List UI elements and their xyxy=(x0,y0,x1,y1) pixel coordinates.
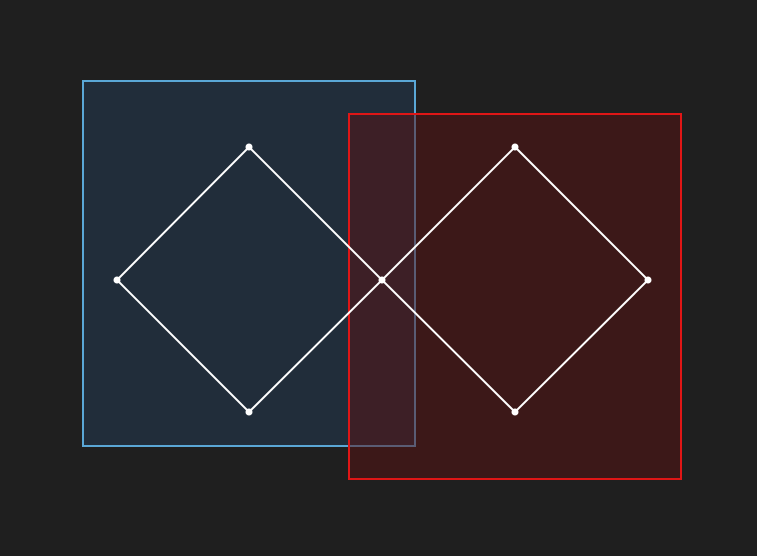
left-diamond-left-vertex[interactable] xyxy=(113,276,121,284)
red-rectangle[interactable] xyxy=(348,113,682,480)
shared-center-vertex[interactable] xyxy=(378,276,386,284)
left-diamond-top-vertex[interactable] xyxy=(245,143,253,151)
left-diamond-bottom-vertex[interactable] xyxy=(245,408,253,416)
right-diamond-right-vertex[interactable] xyxy=(644,276,652,284)
right-diamond-top-vertex[interactable] xyxy=(511,143,519,151)
right-diamond-bottom-vertex[interactable] xyxy=(511,408,519,416)
